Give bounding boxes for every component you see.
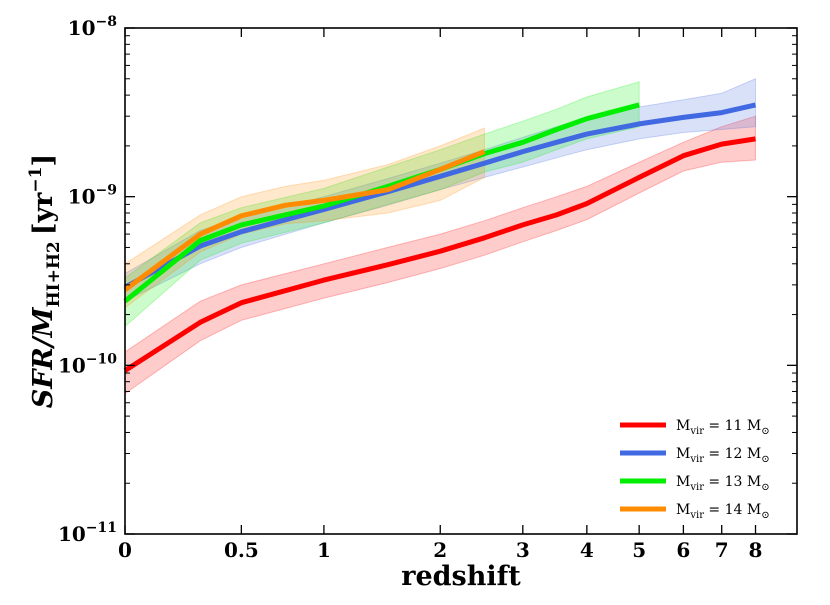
x-tick-label: 4 [580,538,594,562]
series-line-4 [123,149,486,292]
y-axis-label: SFR/MHI+H2[yr−1] [26,154,64,409]
legend: Mvir = 11 M⊙ Mvir = 12 M⊙ Mvir = 13 M⊙ Mvir… [620,418,770,521]
x-tick-label: 7 [715,538,729,562]
error-band-4 [124,127,485,309]
series-line-2 [123,102,757,290]
axis-ticks [124,27,797,535]
x-tick-label: 3 [516,538,530,562]
error-band-3 [124,81,640,328]
x-tick-label: 1 [317,538,331,562]
plot-frame [124,27,798,535]
tick-labels: 0 0.5 1 2 3 4 5 6 7 8 10−11 10−10 10−9 10−8 [58,14,763,562]
x-tick-label: 0.5 [224,538,259,562]
x-tick-label: 2 [433,538,447,562]
x-axis-label: redshift [401,561,521,592]
error-band-1 [124,115,756,395]
x-tick-label: 5 [632,538,646,562]
error-bands [124,78,756,395]
y-tick-label: 10−8 [68,14,117,40]
x-tick-label: 0 [118,538,132,562]
legend-label-4: Mvir = 14 M⊙ [676,502,770,521]
y-tick-label: 10−11 [58,520,117,546]
legend-label-1: Mvir = 11 M⊙ [676,418,770,437]
y-tick-label: 10−9 [68,183,117,209]
x-tick-label: 6 [676,538,690,562]
y-tick-label: 10−10 [58,351,117,377]
series-lines [123,102,757,373]
legend-label-3: Mvir = 13 M⊙ [676,474,770,493]
series-line-1 [123,136,756,373]
legend-label-2: Mvir = 12 M⊙ [676,446,770,465]
x-tick-label: 8 [749,538,763,562]
